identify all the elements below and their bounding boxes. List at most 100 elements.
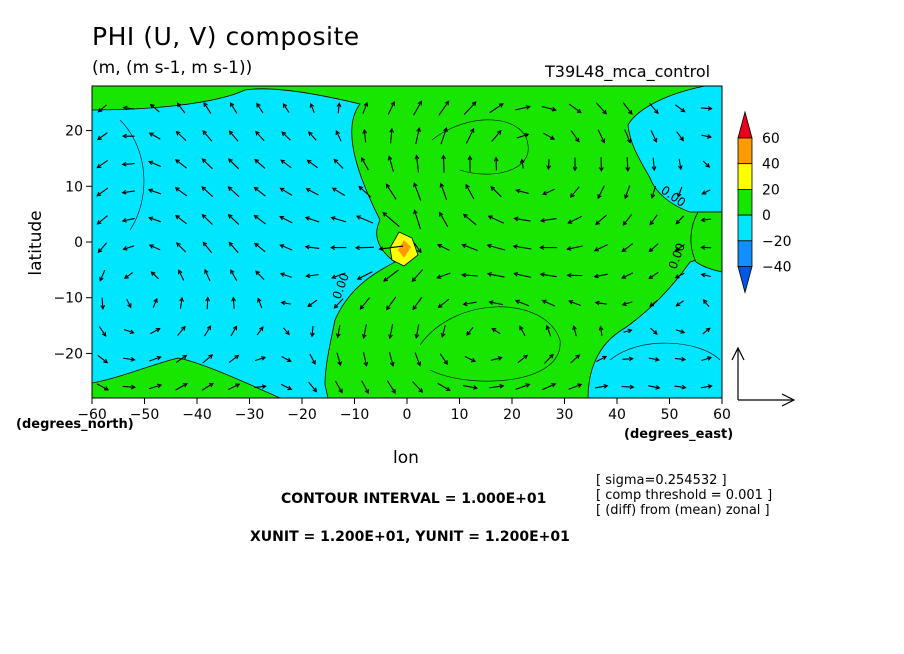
wind-vector <box>388 351 394 367</box>
colorbar-label: 20 <box>762 182 780 198</box>
y-tick-label: 0 <box>74 235 83 251</box>
wind-vector <box>415 324 420 338</box>
wind-vector <box>600 326 603 336</box>
wind-vector-head <box>411 277 417 283</box>
wind-vector <box>568 383 582 390</box>
wind-vector <box>701 218 712 221</box>
wind-vector-head <box>336 102 342 108</box>
wind-vector <box>228 242 239 253</box>
wind-vector-head <box>525 105 531 110</box>
wind-vector-head <box>602 109 607 115</box>
wind-vector-head <box>444 100 450 106</box>
wind-vector <box>230 102 238 114</box>
wind-vector <box>280 159 292 169</box>
wind-vector <box>283 327 290 335</box>
wind-vector <box>228 214 240 226</box>
wind-vector-head <box>413 209 418 215</box>
wind-vector <box>97 215 108 225</box>
wind-vector <box>413 101 422 116</box>
wind-vector <box>254 385 266 388</box>
y-axis: −20 −10 0 10 20 <box>53 124 92 362</box>
wind-vector-head <box>680 329 686 334</box>
wind-vector-head <box>437 244 443 249</box>
wind-vector <box>622 102 633 115</box>
wind-vector-head <box>681 384 687 390</box>
wind-vector <box>490 186 502 198</box>
wind-vector <box>463 101 477 115</box>
wind-vector <box>541 383 556 391</box>
wind-vector-head <box>127 303 132 309</box>
wind-vector-head <box>594 300 600 306</box>
wind-vector <box>676 300 684 307</box>
wind-vector <box>514 273 531 278</box>
wind-vector <box>148 189 162 195</box>
wind-vector <box>676 131 684 141</box>
wind-vector <box>357 271 373 280</box>
wind-vector <box>490 357 502 361</box>
wind-vector-head <box>519 325 524 331</box>
wind-vector <box>543 132 555 140</box>
wind-vector <box>675 244 685 251</box>
wind-vector-head <box>598 325 604 331</box>
wind-vector-head <box>259 326 264 332</box>
wind-vector-head <box>386 305 391 311</box>
wind-vector-head <box>621 301 627 307</box>
wind-vector <box>123 328 134 334</box>
y-tick-label: 20 <box>65 124 83 140</box>
colorbar-label: 60 <box>762 131 780 147</box>
wind-vector <box>595 214 607 225</box>
wind-vector <box>97 132 108 140</box>
wind-vector-head <box>652 330 658 335</box>
wind-vector <box>648 271 659 279</box>
wind-vector-head <box>103 386 109 391</box>
wind-vector-head <box>361 333 367 340</box>
wind-vector <box>488 215 505 224</box>
wind-vector-head <box>677 192 682 198</box>
wind-vector <box>122 190 135 194</box>
wind-vector-head <box>461 243 467 249</box>
wind-vector-head <box>545 324 551 330</box>
wind-vector-head <box>230 269 235 275</box>
y-axis-title: latitude <box>26 210 46 275</box>
wind-vector <box>228 186 240 198</box>
wind-vector <box>202 158 213 170</box>
wind-vector-head <box>179 296 184 302</box>
wind-vector <box>337 103 340 114</box>
wind-vector-head <box>330 216 336 221</box>
wind-vector-head <box>257 297 262 303</box>
wind-vector <box>390 128 393 144</box>
wind-vector <box>540 273 557 278</box>
wind-vector-head <box>549 353 554 359</box>
wind-vector <box>517 354 528 364</box>
wind-vector-head <box>575 137 580 143</box>
wind-vector-head <box>121 217 127 223</box>
wind-vector-head <box>577 383 583 388</box>
wind-vector-head <box>387 155 393 161</box>
wind-vector <box>542 188 555 195</box>
wind-vector-head <box>100 304 106 310</box>
x-tick-label: 50 <box>661 407 679 423</box>
wind-vector <box>123 106 134 110</box>
wind-vector-head <box>461 272 467 278</box>
wind-vector-head <box>603 383 609 389</box>
wind-vector <box>569 300 581 306</box>
wind-vector <box>228 158 240 170</box>
wind-vector-head <box>414 154 420 160</box>
x-tick-label: 10 <box>451 407 469 423</box>
wind-vector <box>101 297 104 309</box>
wind-vector-head <box>551 106 557 112</box>
colorbar-label: −40 <box>762 260 792 276</box>
wind-vector-head <box>330 245 335 250</box>
wind-vector-head <box>654 357 660 362</box>
wind-vector-head <box>413 182 418 188</box>
x-tick-label: 0 <box>403 407 412 423</box>
x-tick-label: −30 <box>235 407 265 423</box>
wind-vector-head <box>389 361 395 368</box>
wind-vector <box>463 385 477 389</box>
wind-vector-head <box>600 138 606 144</box>
x-tick-label: −20 <box>287 407 317 423</box>
y-tick-label: −10 <box>53 291 83 307</box>
wind-vector-head <box>231 296 236 302</box>
wind-vector-head <box>388 334 393 340</box>
wind-vector <box>570 186 580 198</box>
